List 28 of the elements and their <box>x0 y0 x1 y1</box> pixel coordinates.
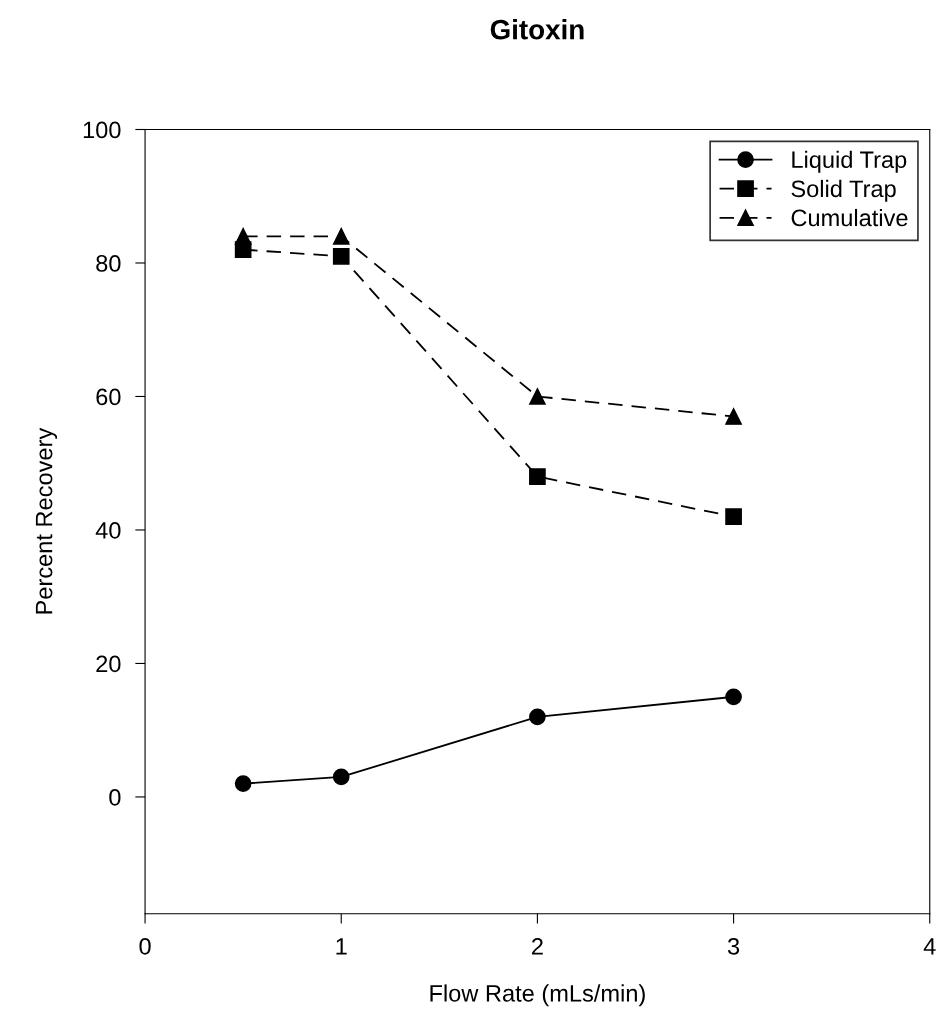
point <box>332 768 350 786</box>
point <box>529 708 546 726</box>
y-axis-title: Percent Recovery <box>35 427 58 614</box>
point <box>725 508 742 525</box>
y-tick-label: 100 <box>83 121 121 139</box>
x-tick-label: 2 <box>532 937 543 955</box>
x-tick-label: 3 <box>727 937 740 955</box>
y-tick-label: 20 <box>96 655 121 673</box>
y-tick-label: 60 <box>96 388 121 406</box>
point <box>529 468 546 485</box>
x-tick-label: 0 <box>139 937 151 955</box>
x-tick-label: 4 <box>923 938 936 955</box>
point <box>234 227 252 245</box>
legend-label: Liquid Trap <box>792 150 907 173</box>
point <box>234 775 252 792</box>
point <box>332 247 350 265</box>
legend-label: Solid Trap <box>791 179 896 202</box>
point <box>332 227 350 245</box>
point <box>725 688 742 706</box>
x-tick-label: 1 <box>336 938 347 955</box>
chart-title: Gitoxin <box>490 19 584 40</box>
y-tick-label: 80 <box>96 255 121 272</box>
point <box>725 408 742 425</box>
y-tick-label: 40 <box>95 522 121 539</box>
point <box>529 388 546 405</box>
x-axis-title: Flow Rate (mLs/min) <box>430 984 645 1007</box>
legend-label: Cumulative <box>791 208 908 227</box>
y-tick-label: 0 <box>109 789 121 806</box>
